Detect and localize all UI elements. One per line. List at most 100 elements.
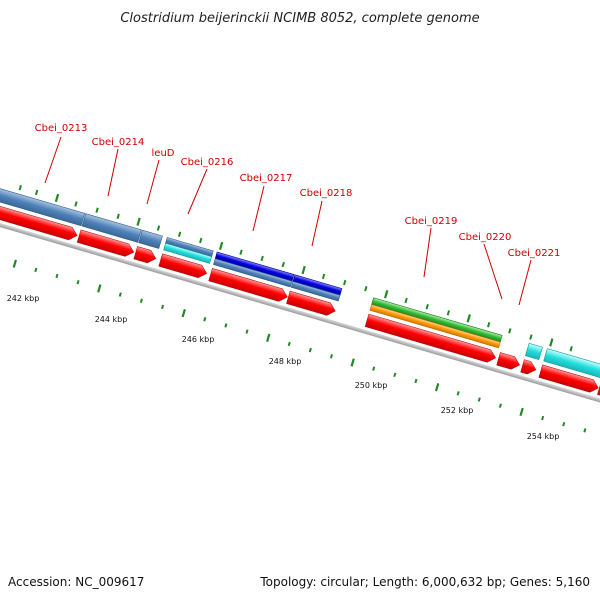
scale-tick (76, 280, 80, 285)
cds-arrow[interactable] (520, 359, 538, 376)
cds-arrow[interactable] (538, 364, 600, 394)
gene-label-leud[interactable]: leuD (152, 148, 175, 159)
gene-label-cbei-0213[interactable]: Cbei_0213 (35, 123, 88, 134)
tick-mark (425, 304, 429, 310)
tick-mark (466, 314, 471, 323)
tick-mark (364, 286, 368, 292)
tick-mark (529, 334, 533, 340)
feature-cbei-0220[interactable] (525, 342, 543, 361)
axis-label-250: 250 kbp (355, 381, 388, 390)
tick-mark (199, 237, 203, 244)
tick-mark (446, 310, 451, 316)
tick-mark (239, 249, 243, 255)
tick-mark (508, 328, 512, 334)
leader-line (483, 243, 503, 300)
map-title: Clostridium beijerinckii NCIMB 8052, com… (120, 11, 479, 26)
tick-mark (34, 189, 39, 196)
feature-leud[interactable] (138, 229, 163, 249)
accession-text: Accession: NC_009617 (8, 575, 144, 589)
gene-label-cbei-0220[interactable]: Cbei_0220 (459, 232, 512, 243)
scale-tick (583, 428, 587, 433)
feature-cbei-0217-lower[interactable] (213, 258, 293, 288)
gene-label-cbei-0217[interactable]: Cbei_0217 (240, 173, 293, 184)
cds-arrow[interactable] (76, 229, 135, 258)
scale-tick (477, 397, 481, 402)
feature-cbei-0219-lower[interactable] (369, 304, 501, 349)
leader-line (187, 168, 208, 215)
scale-tick (139, 298, 143, 303)
gene-label-cbei-0218[interactable]: Cbei_0218 (300, 188, 353, 199)
gene-label-cbei-0221[interactable]: Cbei_0221 (508, 248, 561, 259)
tick-mark (95, 207, 99, 213)
leader-line (252, 185, 265, 232)
leader-line (518, 259, 532, 306)
scale-tick-row (12, 259, 587, 433)
scale-tick (456, 391, 460, 396)
tick-mark (321, 273, 326, 280)
scale-major-tick (181, 308, 186, 318)
tick-mark (54, 193, 60, 203)
cds-arrow[interactable] (364, 313, 497, 364)
scale-major-tick (266, 333, 271, 342)
tick-mark (487, 321, 491, 328)
scale-tick (414, 378, 418, 384)
tick-mark (281, 261, 285, 268)
scale-tick (308, 347, 312, 353)
cds-arrow[interactable] (208, 268, 289, 303)
leader-line (146, 159, 160, 205)
axis-label-246: 246 kbp (182, 335, 215, 344)
cds-arrow[interactable] (0, 201, 79, 242)
scale-tick (287, 341, 291, 347)
tick-mark (343, 279, 347, 286)
scale-major-tick (519, 407, 524, 417)
tick-mark (569, 346, 573, 352)
tick-mark (549, 338, 554, 347)
tick-mark (384, 290, 389, 299)
feature-cbei-0213[interactable] (0, 185, 86, 227)
axis-label-254: 254 kbp (527, 432, 560, 441)
tick-mark (136, 217, 141, 226)
cds-arrow[interactable] (286, 290, 337, 317)
tick-mark (404, 297, 408, 304)
cds-arrow[interactable] (133, 246, 158, 264)
scale-tick (245, 329, 249, 334)
gene-labels: Cbei_0213 Cbei_0214 leuD Cbei_0216 Cbei_… (35, 123, 561, 259)
axis-label-242: 242 kbp (7, 294, 40, 303)
leader-line (423, 227, 432, 278)
gene-label-cbei-0219[interactable]: Cbei_0219 (405, 216, 458, 227)
gene-label-cbei-0214[interactable]: Cbei_0214 (92, 137, 145, 148)
scale-tick (541, 415, 545, 421)
cds-arrow[interactable] (496, 352, 522, 372)
scale-tick (34, 267, 38, 273)
scale-tick (203, 317, 207, 322)
cds-arrow[interactable] (597, 381, 600, 406)
scale-tick (393, 372, 397, 378)
feature-track (0, 185, 600, 433)
tick-mark (156, 225, 161, 231)
tick-mark (301, 265, 306, 275)
cds-arrow[interactable] (158, 253, 209, 280)
tick-mark (260, 255, 264, 262)
scale-tick (372, 366, 376, 371)
genome-summary-text: Topology: circular; Length: 6,000,632 bp… (259, 575, 590, 589)
feature-cbei-0216[interactable] (163, 242, 212, 264)
leader-line (311, 200, 323, 247)
cds-row (0, 201, 600, 406)
tick-mark (177, 231, 182, 237)
tick-mark (218, 241, 224, 251)
scale-tick (55, 273, 59, 279)
axis-labels: 242 kbp 244 kbp 246 kbp 248 kbp 250 kbp … (7, 294, 560, 441)
scale-major-tick (97, 284, 102, 293)
feature-cbei-0214[interactable] (81, 213, 142, 243)
feature-cbei-0221[interactable] (543, 348, 600, 379)
leader-line (44, 136, 62, 184)
feature-cbei-0218-lower[interactable] (290, 281, 341, 302)
axis-label-252: 252 kbp (441, 406, 474, 415)
tick-mark (74, 201, 78, 207)
outer-tick-row (18, 185, 573, 352)
scale-tick (224, 323, 228, 328)
gene-label-leaders (44, 136, 532, 306)
gene-label-cbei-0216[interactable]: Cbei_0216 (181, 157, 234, 168)
axis-label-248: 248 kbp (269, 357, 302, 366)
